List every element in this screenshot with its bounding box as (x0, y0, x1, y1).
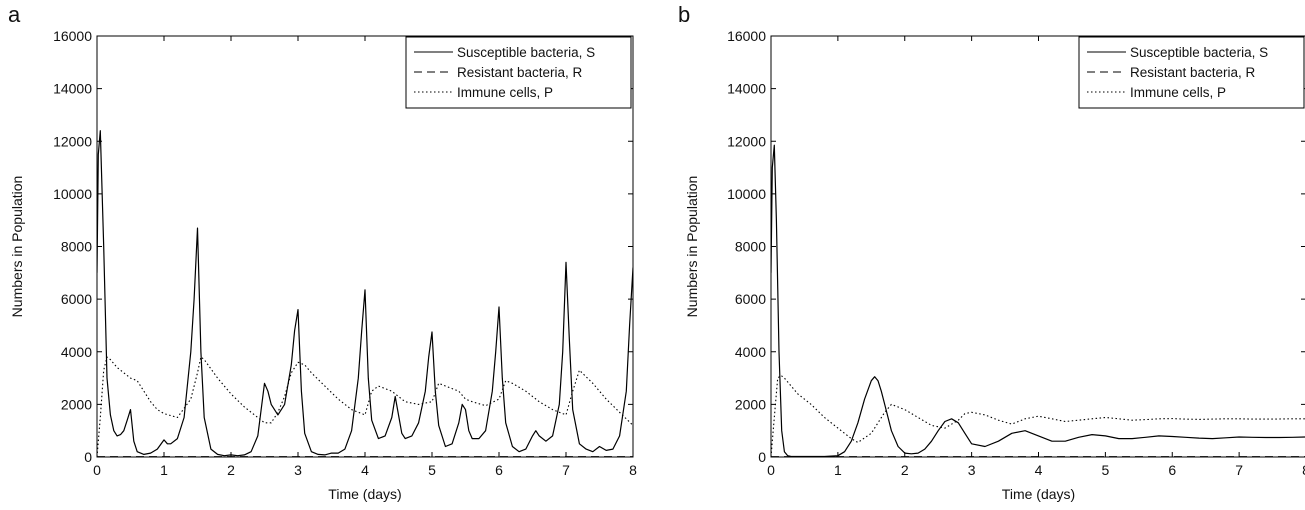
y-tick-label: 0 (84, 449, 92, 465)
legend-label: Resistant bacteria, R (457, 65, 583, 80)
x-axis-title: Time (days) (1002, 486, 1075, 502)
y-tick-label: 10000 (727, 186, 766, 202)
y-tick-label: 2000 (735, 396, 766, 412)
x-tick-label: 8 (629, 462, 637, 478)
x-tick-label: 5 (428, 462, 436, 478)
x-tick-label: 3 (294, 462, 302, 478)
legend-label: Susceptible bacteria, S (457, 45, 595, 60)
y-tick-label: 6000 (735, 291, 766, 307)
panel-letter: b (678, 2, 690, 27)
legend-label: Resistant bacteria, R (1130, 65, 1256, 80)
y-tick-label: 8000 (735, 239, 766, 255)
y-tick-label: 12000 (53, 133, 92, 149)
y-axis-title: Numbers in Population (684, 176, 700, 318)
x-tick-label: 1 (160, 462, 168, 478)
y-tick-label: 16000 (727, 28, 766, 44)
series-line-solid (771, 144, 1305, 457)
x-tick-label: 4 (1035, 462, 1043, 478)
y-tick-label: 12000 (727, 133, 766, 149)
series-group (771, 144, 1305, 457)
series-line-dotted (771, 374, 1305, 457)
legend-label: Susceptible bacteria, S (1130, 45, 1268, 60)
x-tick-label: 1 (834, 462, 842, 478)
x-axis-title: Time (days) (328, 486, 401, 502)
x-tick-label: 0 (93, 462, 101, 478)
series-line-dotted (97, 356, 633, 457)
legend: Susceptible bacteria, S Resistant bacteri… (1078, 36, 1305, 109)
x-tick-label: 7 (562, 462, 570, 478)
y-tick-label: 16000 (53, 28, 92, 44)
y-tick-label: 8000 (61, 239, 92, 255)
x-tick-label: 0 (767, 462, 775, 478)
legend-label: Immune cells, P (1130, 85, 1226, 100)
series-line-solid (97, 130, 633, 457)
x-tick-label: 3 (968, 462, 976, 478)
chart-panel-b: 0 1 2 3 4 5 6 7 8 0 2000 4000 6000 8000 10000 12000 1400… (678, 2, 1305, 502)
y-tick-label: 2000 (61, 396, 92, 412)
x-tick-label: 7 (1235, 462, 1243, 478)
y-tick-label: 14000 (53, 81, 92, 97)
y-tick-label: 14000 (727, 81, 766, 97)
x-tick-label: 6 (495, 462, 503, 478)
y-axis-title: Numbers in Population (9, 176, 25, 318)
panel-letter: a (8, 2, 21, 27)
x-tick-label: 6 (1168, 462, 1176, 478)
y-tick-label: 4000 (735, 344, 766, 360)
series-group (97, 130, 633, 457)
legend: Susceptible bacteria, S Resistant bacteri… (405, 36, 632, 109)
y-tick-label: 0 (758, 449, 766, 465)
legend-label: Immune cells, P (457, 85, 553, 100)
x-tick-label: 8 (1302, 462, 1305, 478)
x-tick-label: 5 (1101, 462, 1109, 478)
y-tick-label: 10000 (53, 186, 92, 202)
y-tick-label: 6000 (61, 291, 92, 307)
x-tick-label: 2 (901, 462, 909, 478)
x-tick-label: 2 (227, 462, 235, 478)
x-tick-label: 4 (361, 462, 369, 478)
chart-panel-a: 0 1 2 3 4 5 6 7 8 0 2000 4000 6000 8000 10000 12000 1400… (8, 2, 637, 502)
y-tick-label: 4000 (61, 344, 92, 360)
